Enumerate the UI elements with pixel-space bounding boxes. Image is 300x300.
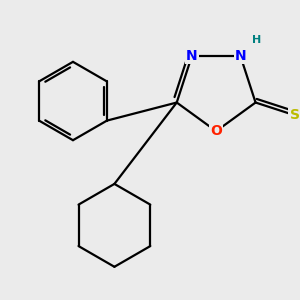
Text: H: H [253, 34, 262, 45]
Text: O: O [210, 124, 222, 138]
Text: N: N [186, 49, 198, 63]
Text: S: S [290, 108, 300, 122]
Text: N: N [235, 49, 246, 63]
